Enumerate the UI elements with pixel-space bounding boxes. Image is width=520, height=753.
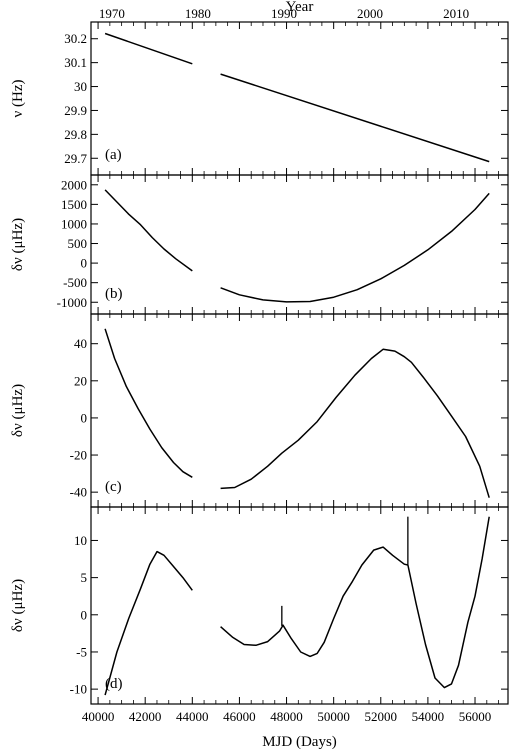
top-axis-label: Year [286,0,314,15]
y-tick-label: 1000 [61,216,87,231]
y-tick-label: -40 [70,485,87,500]
panel-tag: (c) [105,479,122,495]
y-tick-label: 0 [81,607,88,622]
y-tick-label: 40 [74,336,87,351]
x-tick-label: 48000 [270,709,303,724]
x-tick-label: 56000 [459,709,492,724]
y-axis-label: δν (μHz) [10,218,26,271]
panel-frame [90,174,509,315]
y-axis-label: δν (μHz) [10,579,26,632]
y-tick-label: 1500 [61,197,87,212]
y-tick-label: 2000 [61,177,87,192]
x-tick-label: 50000 [317,709,350,724]
data-line [407,516,490,689]
data-line [104,328,193,478]
y-tick-label: -1000 [57,295,87,310]
panel-tag: (b) [105,286,123,302]
x-axis-label: MJD (Days) [262,734,337,750]
panel-tag: (a) [105,147,122,163]
x-tick-label: 54000 [412,709,445,724]
x-tick-label: 44000 [176,709,209,724]
y-tick-label: 5 [81,570,88,585]
x-tick-label: 42000 [129,709,162,724]
year-tick-label: 2010 [443,6,469,21]
y-tick-label: 30.2 [64,31,87,46]
data-line [220,348,490,498]
y-tick-label: 20 [74,373,87,388]
y-tick-label: 0 [81,256,88,271]
data-line [104,189,193,272]
y-tick-label: 500 [68,236,88,251]
data-line [104,550,193,696]
y-tick-label: 0 [81,410,88,425]
year-tick-label: 1970 [99,6,125,21]
year-tick-label: 2000 [357,6,383,21]
y-tick-label: -5 [76,644,87,659]
year-tick-label: 1990 [271,6,297,21]
y-tick-label: 29.8 [64,127,87,142]
y-tick-label: 29.9 [64,103,87,118]
y-tick-label: 30.1 [64,55,87,70]
y-tick-label: 30 [74,79,87,94]
x-tick-label: 40000 [82,709,115,724]
data-line [220,73,490,163]
data-line [220,546,409,658]
y-axis-label: δν (μHz) [10,384,26,437]
y-tick-label: -20 [70,448,87,463]
y-axis-label: ν (Hz) [10,79,26,117]
y-tick-label: 10 [74,533,87,548]
year-tick-label: 1980 [185,6,211,21]
data-line [104,32,193,65]
y-tick-label: -10 [70,682,87,697]
x-tick-label: 46000 [223,709,256,724]
panel-frame [90,506,509,705]
data-line [220,192,490,303]
panel-frame [90,21,509,176]
panel-frame [90,313,509,508]
y-tick-label: 29.7 [64,151,87,166]
x-tick-label: 52000 [365,709,398,724]
y-tick-label: -500 [63,275,87,290]
